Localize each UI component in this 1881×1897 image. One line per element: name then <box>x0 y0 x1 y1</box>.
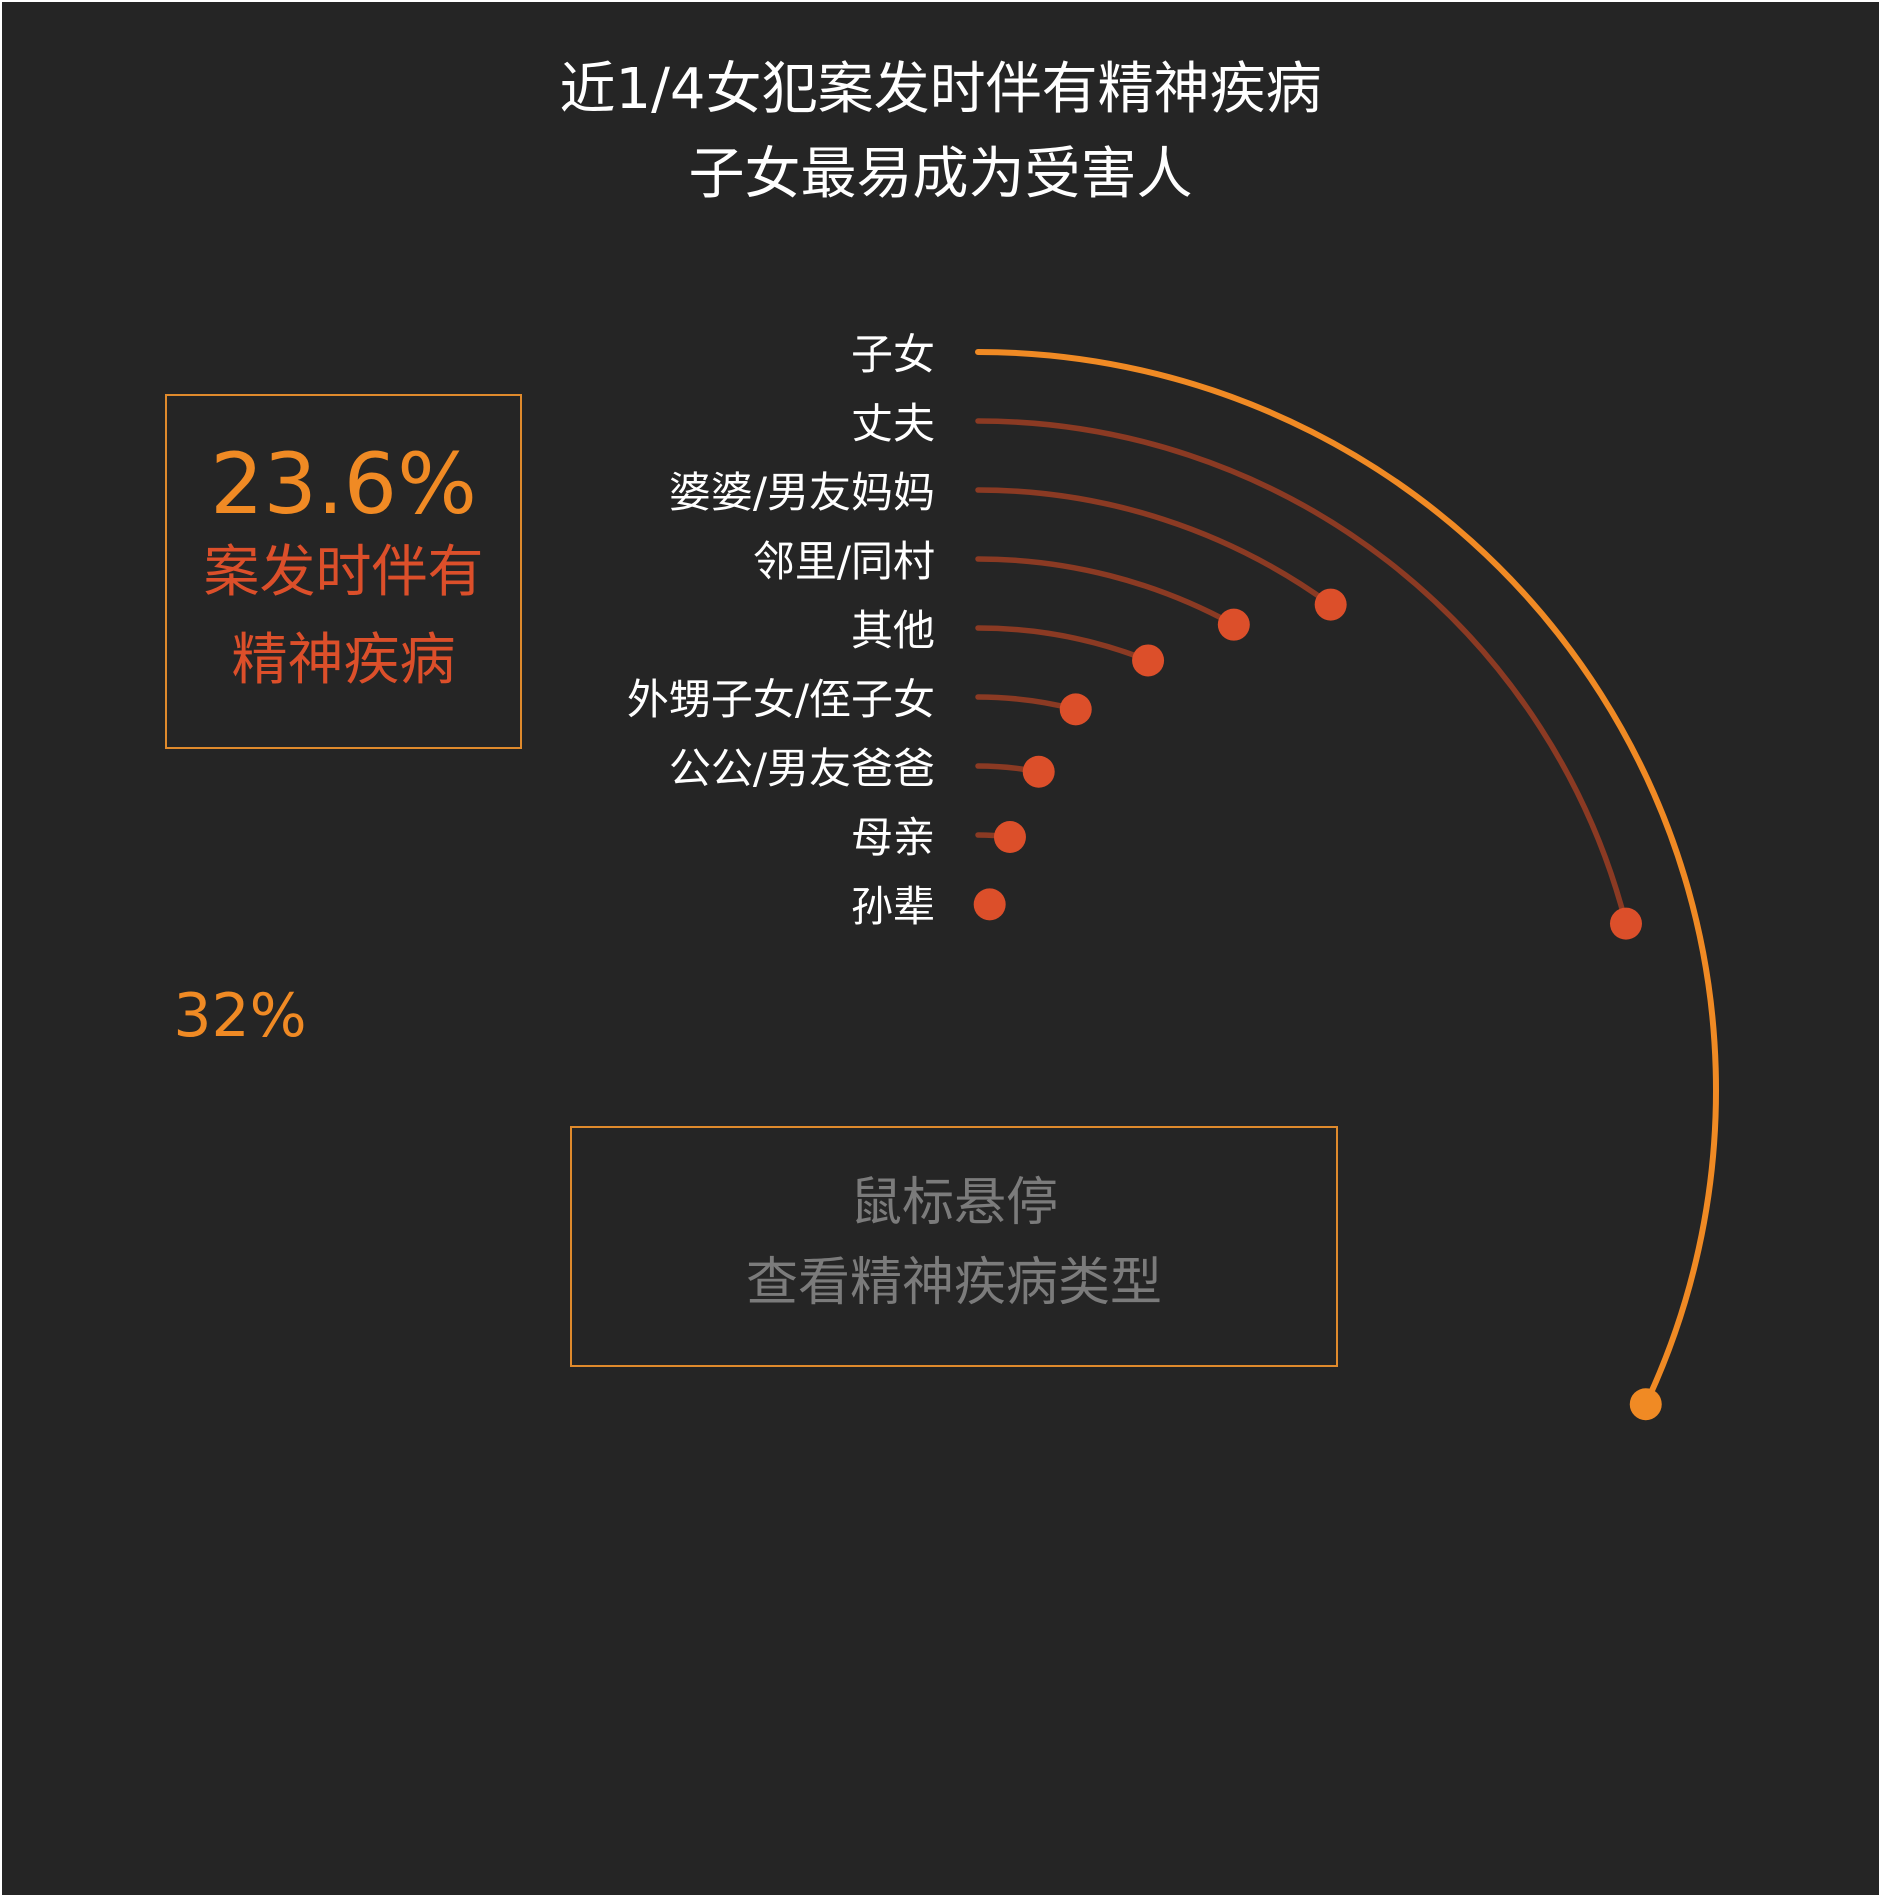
stat-label-line-2: 精神疾病 <box>231 628 456 693</box>
data-label-outer-arc: 32% <box>173 981 307 1051</box>
stat-value: 23.6% <box>210 435 477 533</box>
radial-bar-arc[interactable] <box>975 487 1334 608</box>
radial-bar-5[interactable]: 其他 <box>851 606 1165 677</box>
hover-hint-line-1: 鼠标悬停 <box>849 1173 1058 1233</box>
category-label: 外甥子女/侄子女 <box>627 675 935 724</box>
radial-bar-end-dot[interactable] <box>1132 644 1165 677</box>
category-label: 丈夫 <box>851 399 935 448</box>
category-label: 子女 <box>851 330 935 379</box>
category-label: 其他 <box>851 606 935 655</box>
radial-bar-8[interactable]: 母亲 <box>851 813 1026 862</box>
radial-bar-end-dot[interactable] <box>1022 755 1055 788</box>
radial-bar-3[interactable]: 婆婆/男友妈妈 <box>669 468 1347 621</box>
category-label: 婆婆/男友妈妈 <box>669 468 935 517</box>
radial-bar-end-dot[interactable] <box>1217 608 1250 641</box>
radial-bar-end-dot[interactable] <box>993 821 1026 854</box>
category-label: 公公/男友爸爸 <box>669 744 935 793</box>
radial-bar-arc[interactable] <box>975 349 1719 1408</box>
category-label: 邻里/同村 <box>753 537 935 586</box>
radial-bar-7[interactable]: 公公/男友爸爸 <box>669 744 1055 793</box>
radial-bar-end-dot[interactable] <box>1059 693 1092 726</box>
radial-bar-arc[interactable] <box>975 625 1151 664</box>
radial-bar-1[interactable]: 子女 <box>851 330 1719 1421</box>
radial-bar-arc[interactable] <box>975 418 1629 927</box>
radial-bar-9[interactable]: 孙辈 <box>851 882 1006 931</box>
radial-bar-2[interactable]: 丈夫 <box>851 399 1642 940</box>
radial-bar-6[interactable]: 外甥子女/侄子女 <box>627 675 1092 726</box>
stat-callout-box: 23.6% 案发时伴有 精神疾病 <box>165 394 522 749</box>
hover-hint-box[interactable]: 鼠标悬停 查看精神疾病类型 <box>570 1126 1338 1367</box>
category-label: 孙辈 <box>851 882 935 931</box>
category-label: 母亲 <box>851 813 935 862</box>
stat-label-line-1: 案发时伴有 <box>203 540 484 605</box>
radial-bar-arc[interactable] <box>975 556 1237 628</box>
hover-hint-line-2: 查看精神疾病类型 <box>745 1253 1162 1313</box>
chart-title-line-1: 近1/4女犯案发时伴有精神疾病 <box>559 57 1322 122</box>
radial-bar-4[interactable]: 邻里/同村 <box>753 537 1250 641</box>
radial-bar-end-dot[interactable] <box>1314 588 1347 621</box>
chart-title-line-2: 子女最易成为受害人 <box>688 142 1193 207</box>
radial-bar-end-dot[interactable] <box>1609 907 1642 940</box>
radial-bar-end-dot[interactable] <box>973 888 1006 921</box>
radial-bar-end-dot[interactable] <box>1629 1388 1662 1421</box>
